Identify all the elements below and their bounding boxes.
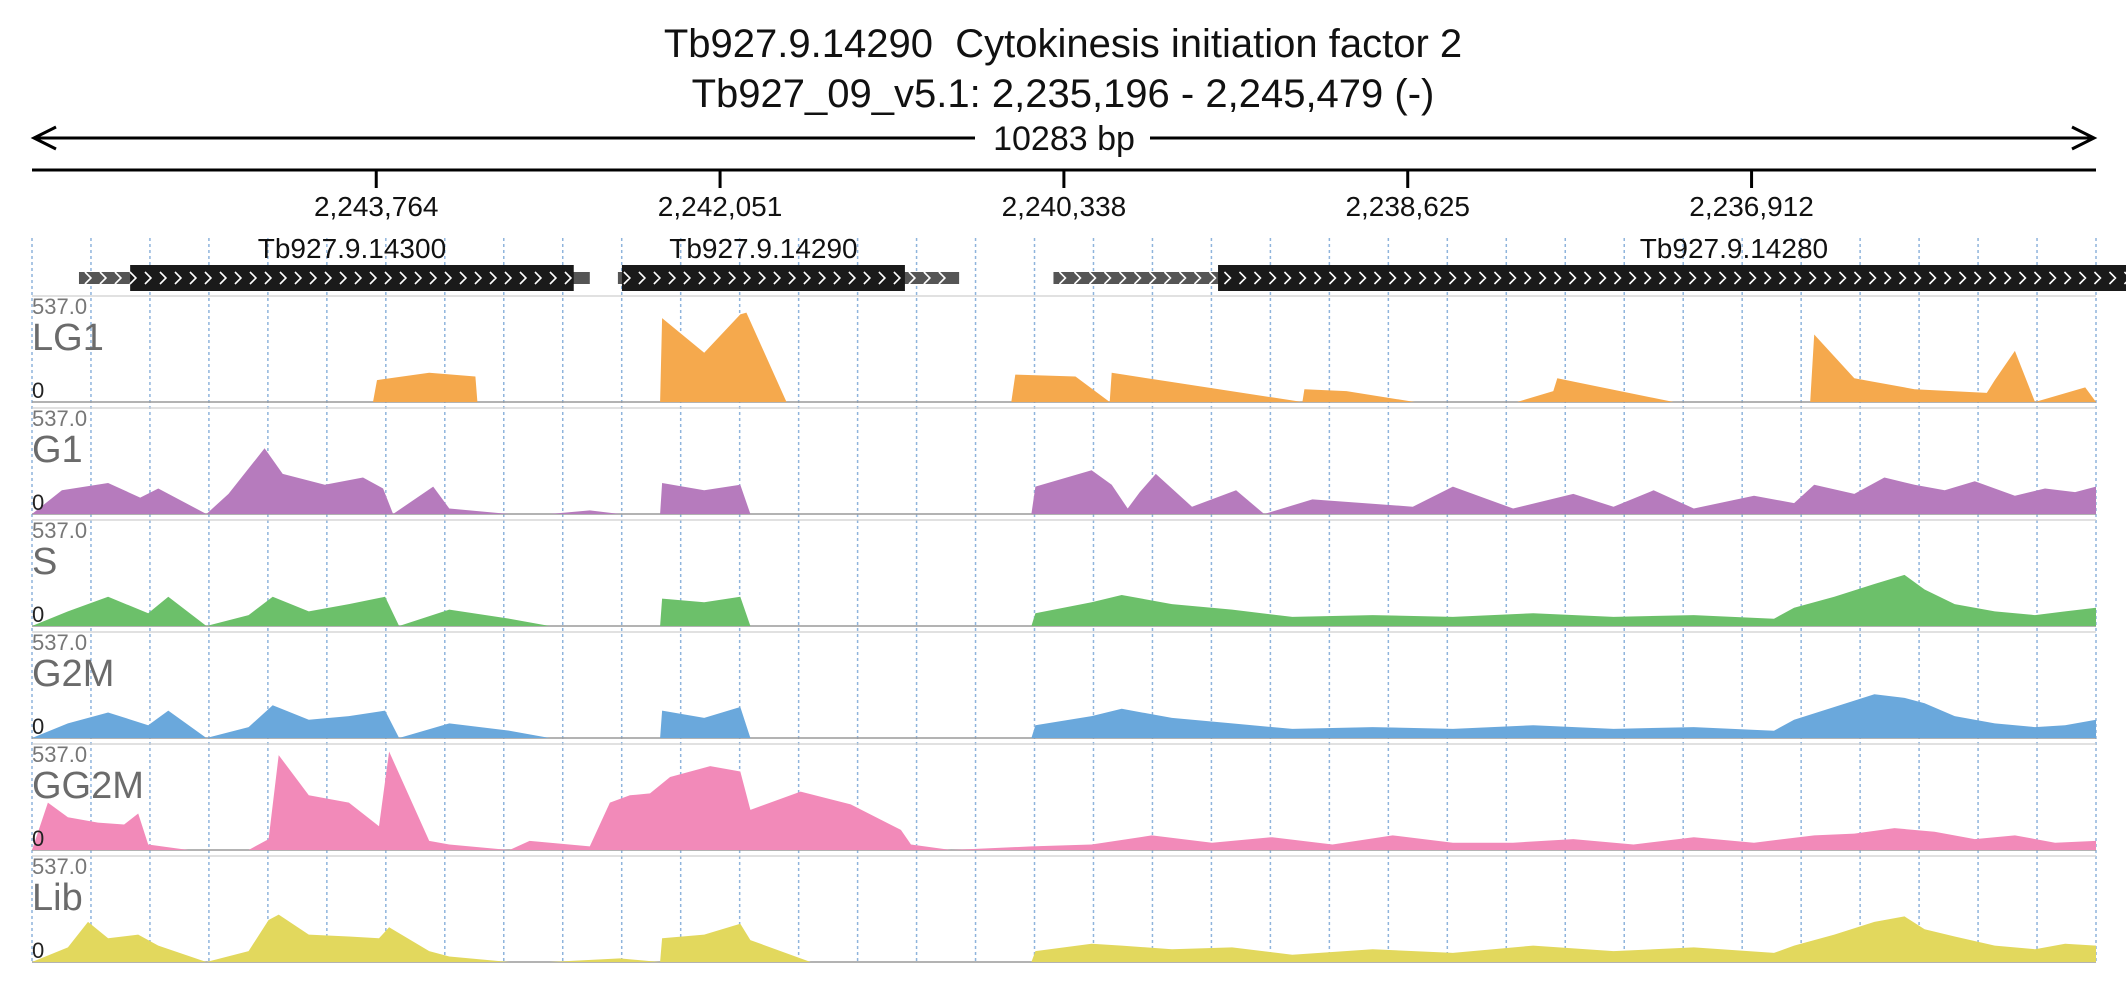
track-G1: 537.0 0 G1 — [32, 406, 2096, 515]
track-ymin-label: 0 — [32, 378, 44, 403]
track-S: 537.0 0 S — [32, 518, 2096, 627]
gene-Tb927.9.14290: Tb927.9.14290 — [617, 233, 960, 291]
track-ymin-label: 0 — [32, 490, 44, 515]
track-ymax-label: 537.0 — [32, 518, 87, 543]
track-name-label: GG2M — [32, 765, 144, 807]
x-axis-tick-label: 2,240,338 — [1002, 191, 1127, 222]
gene-label: Tb927.9.14300 — [258, 233, 446, 264]
track-ymin-label: 0 — [32, 602, 44, 627]
coverage-area — [32, 694, 2096, 738]
track-G2M: 537.0 0 G2M — [32, 630, 2096, 739]
track-name-label: LG1 — [32, 317, 104, 359]
track-name-label: G2M — [32, 653, 114, 695]
track-LG1: 537.0 0 LG1 — [32, 294, 2096, 403]
figure-title: Tb927.9.14290 Cytokinesis initiation fac… — [663, 22, 1463, 66]
x-axis-tick-label: 2,243,764 — [314, 191, 439, 222]
coverage-area — [32, 312, 2096, 402]
track-ymax-label: 537.0 — [32, 854, 87, 879]
gene-cds — [1218, 265, 2126, 291]
track-ymax-label: 537.0 — [32, 294, 87, 319]
gridlines — [31, 238, 2097, 962]
track-ymax-label: 537.0 — [32, 406, 87, 431]
track-name-label: Lib — [32, 877, 83, 919]
track-name-label: S — [32, 541, 57, 583]
span-length-label: 10283 bp — [993, 120, 1135, 158]
track-ymin-label: 0 — [32, 714, 44, 739]
gene-cds — [130, 265, 574, 291]
coverage-area — [32, 751, 2096, 850]
track-ymax-label: 537.0 — [32, 742, 87, 767]
coverage-area — [32, 448, 2096, 514]
track-GG2M: 537.0 0 GG2M — [32, 742, 2096, 851]
x-axis-tick-label: 2,236,912 — [1689, 191, 1814, 222]
strand-chevrons — [84, 271, 573, 285]
gene-label: Tb927.9.14280 — [1640, 233, 1828, 264]
coverage-area — [32, 574, 2096, 626]
strand-chevrons — [1058, 271, 2126, 285]
figure-subtitle: Tb927_09_v5.1: 2,235,196 - 2,245,479 (-) — [691, 72, 1435, 116]
strand-chevrons — [623, 271, 947, 285]
track-name-label: G1 — [32, 429, 83, 471]
arrow-left-icon — [30, 125, 57, 151]
gene-Tb927.9.14280: Tb927.9.14280 — [1053, 233, 2126, 291]
gene-cds — [621, 265, 905, 291]
gene-Tb927.9.14300: Tb927.9.14300 — [78, 233, 590, 291]
x-axis-tick-label: 2,238,625 — [1345, 191, 1470, 222]
x-axis-tick-label: 2,242,051 — [658, 191, 783, 222]
track-ymin-label: 0 — [32, 826, 44, 851]
gene-label: Tb927.9.14290 — [669, 233, 857, 264]
track-ymin-label: 0 — [32, 938, 44, 963]
arrow-right-icon — [2071, 125, 2098, 151]
track-Lib: 537.0 0 Lib — [32, 854, 2096, 963]
coverage-area — [32, 914, 2096, 962]
track-ymax-label: 537.0 — [32, 630, 87, 655]
